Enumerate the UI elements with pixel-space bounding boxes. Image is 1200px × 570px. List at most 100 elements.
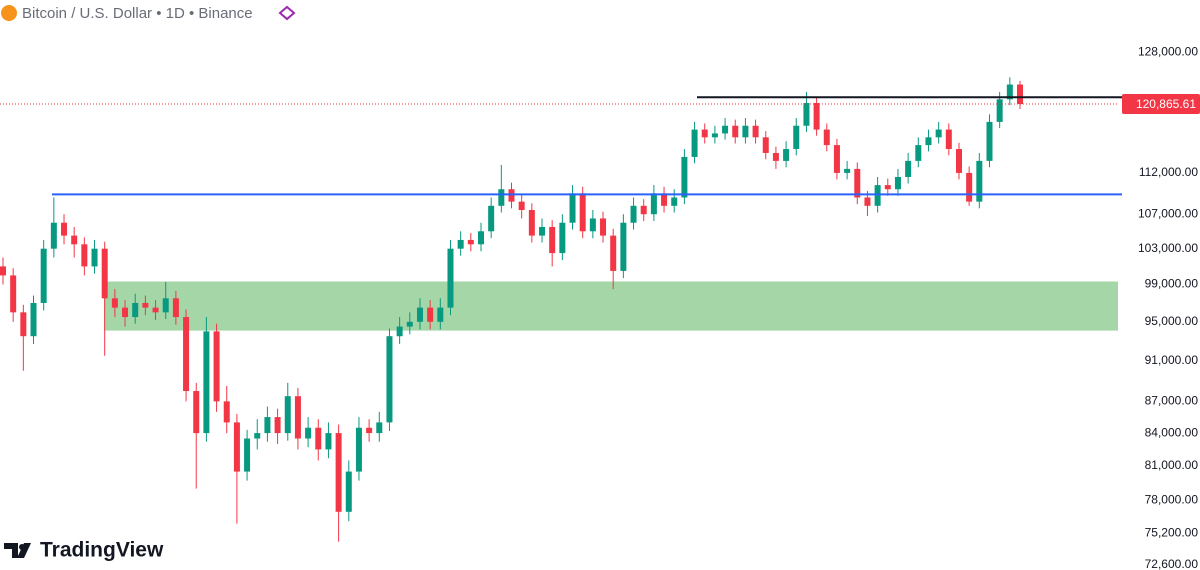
candle-body	[945, 129, 952, 150]
candle-body	[355, 427, 362, 472]
candle-body	[579, 193, 586, 232]
coin-icon	[1, 5, 17, 21]
candle-body	[183, 317, 190, 392]
y-tick-label: 99,000.00	[1145, 277, 1199, 291]
candle-body	[254, 433, 261, 439]
candle-body	[935, 129, 942, 138]
candle-body	[1017, 84, 1023, 105]
candle-body	[874, 185, 881, 206]
candle-body	[447, 248, 454, 308]
y-tick-label: 112,000.00	[1139, 165, 1198, 179]
candle-body	[284, 396, 291, 434]
candle-body	[966, 172, 973, 202]
candle-body	[386, 336, 393, 423]
candle-body	[691, 129, 698, 157]
candle-body	[996, 99, 1003, 122]
candle-body	[223, 401, 230, 423]
candle-body	[955, 149, 962, 173]
candle-body	[823, 129, 830, 146]
candle-body	[244, 438, 251, 472]
candle-body	[600, 218, 607, 236]
y-tick-label: 78,000.00	[1145, 492, 1199, 506]
candle-body	[518, 201, 525, 211]
candle-body	[132, 302, 139, 318]
candle-body	[335, 433, 342, 512]
candle-body	[986, 121, 993, 161]
candle-body	[640, 205, 647, 215]
plot-area	[0, 77, 1122, 542]
candle-body	[396, 326, 403, 337]
candle-body	[376, 422, 383, 434]
y-tick-label: 107,000.00	[1138, 206, 1198, 220]
link-icon	[278, 5, 296, 21]
candle-body	[427, 307, 434, 322]
candle-body	[833, 145, 840, 173]
price-label: 120,865.61	[1136, 97, 1196, 111]
candle-body	[50, 222, 57, 249]
candle-body	[315, 427, 322, 450]
candle-body	[884, 185, 891, 190]
y-tick-label: 91,000.00	[1145, 353, 1199, 367]
candle-body	[325, 433, 332, 450]
candle-body	[844, 168, 851, 173]
candle-body	[864, 197, 871, 206]
brand-icon-dot	[19, 544, 25, 550]
candle-body	[508, 189, 515, 202]
candle-body	[813, 103, 820, 130]
candle-body	[233, 422, 240, 472]
candle-body	[61, 222, 68, 236]
y-tick-label: 84,000.00	[1145, 425, 1199, 439]
candle-body	[539, 226, 546, 236]
candle-body	[671, 197, 678, 206]
candle-body	[477, 231, 484, 245]
header: Bitcoin / U.S. Dollar • 1D • Binance	[1, 5, 296, 22]
candle-body	[467, 239, 474, 245]
candle-body	[40, 248, 47, 303]
candle-body	[803, 103, 810, 126]
candle-body	[915, 145, 922, 161]
candle-body	[498, 189, 505, 206]
candle-body	[193, 391, 200, 434]
candle-body	[650, 193, 657, 215]
candle-body	[274, 417, 281, 434]
candle-body	[711, 133, 718, 138]
candle-body	[569, 193, 576, 223]
candle-body	[152, 307, 159, 313]
candle-body	[793, 125, 800, 150]
candle-body	[91, 248, 98, 267]
chart-title: Bitcoin / U.S. Dollar • 1D • Binance	[22, 5, 253, 22]
candle-body	[437, 307, 444, 322]
candle-body	[122, 307, 129, 318]
candle-body	[0, 266, 6, 276]
candle-body	[559, 222, 566, 254]
candle-body	[589, 218, 596, 232]
y-tick-label: 87,000.00	[1145, 394, 1199, 408]
candle-body	[620, 222, 627, 271]
candle-body	[681, 156, 688, 198]
candle-body	[742, 125, 749, 138]
candle-body	[416, 307, 423, 322]
candle-body	[1006, 84, 1013, 100]
y-tick-label: 103,000.00	[1138, 241, 1198, 255]
support-zone	[104, 281, 1118, 331]
candle-body	[610, 235, 617, 271]
y-tick-label: 81,000.00	[1145, 458, 1199, 472]
brand-logo: TradingView	[4, 539, 164, 562]
brand-name: TradingView	[40, 539, 164, 562]
candle-body	[905, 160, 912, 177]
y-tick-label: 95,000.00	[1145, 314, 1199, 328]
candle-body	[294, 396, 301, 439]
candle-body	[457, 239, 464, 249]
candle-body	[203, 331, 210, 434]
candle-body	[264, 417, 271, 434]
candle-body	[81, 244, 88, 267]
candle-body	[722, 125, 729, 134]
candle-body	[854, 168, 861, 198]
candle-body	[30, 302, 37, 337]
candle-body	[488, 205, 495, 232]
candle-body	[101, 248, 108, 299]
candle-body	[752, 125, 759, 138]
y-tick-label: 75,200.00	[1145, 525, 1199, 539]
